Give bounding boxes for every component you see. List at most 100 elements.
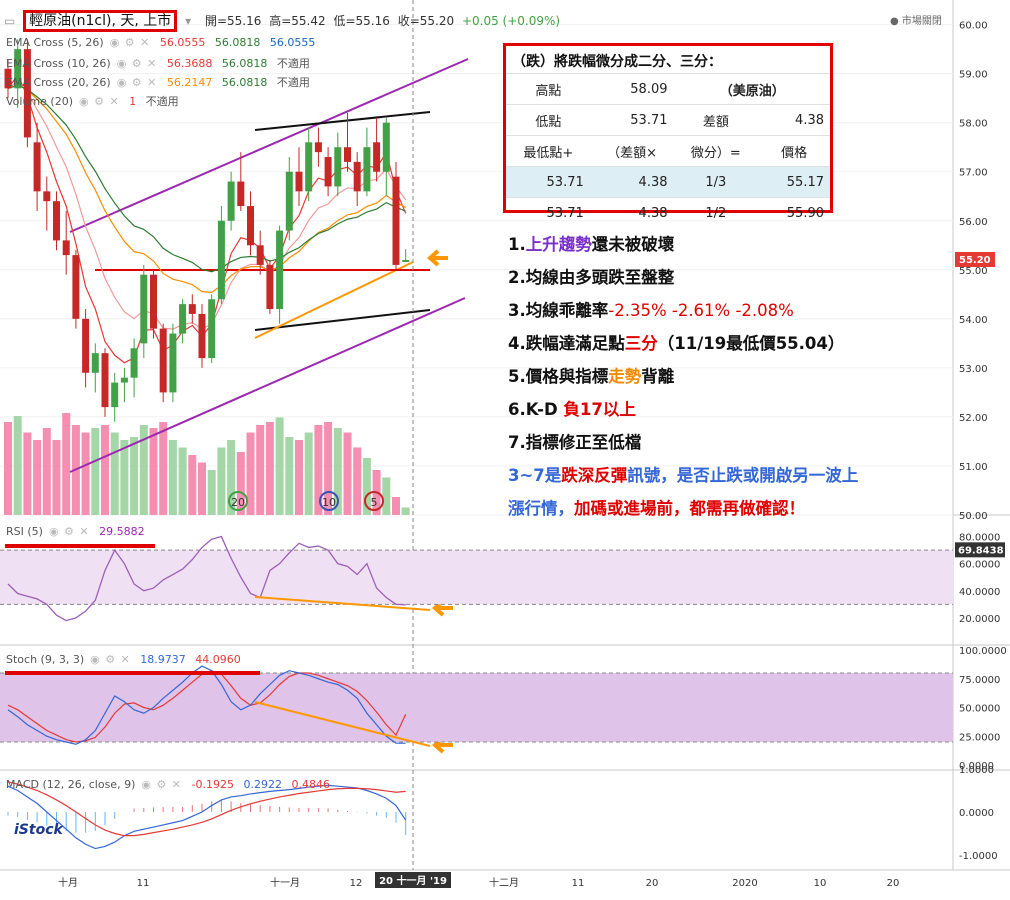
candle-body[interactable]: [314, 142, 322, 153]
volume-bar: [62, 413, 71, 515]
support-line: [254, 309, 431, 331]
time-tick-label: 2020: [732, 878, 757, 889]
ema-cross-20-26-legend[interactable]: EMA Cross (20, 26) ◉ ⚙ ✕ 56.2147 56.0818 …: [6, 76, 310, 89]
symbol-title[interactable]: 輕原油(n1cl), 天, 上市: [23, 10, 178, 32]
candle-body[interactable]: [23, 49, 31, 138]
ema-cross-10-26-legend[interactable]: EMA Cross (10, 26) ◉ ⚙ ✕ 56.3688 56.0818 …: [6, 57, 310, 70]
candle-body[interactable]: [237, 181, 245, 207]
candle-body[interactable]: [150, 274, 157, 329]
volume-bar: [314, 425, 323, 515]
candle-body[interactable]: [382, 122, 390, 172]
candle-body[interactable]: [140, 274, 148, 344]
candle-body[interactable]: [295, 171, 303, 192]
candle-body[interactable]: [344, 147, 351, 162]
time-tick-label: 十一月: [270, 876, 300, 889]
stoch-tick-label: 25.0000: [959, 732, 1000, 743]
candle-body[interactable]: [188, 304, 196, 314]
candle-body[interactable]: [373, 142, 381, 172]
candle-body[interactable]: [159, 328, 167, 393]
candle-body[interactable]: [334, 147, 342, 187]
candle-body[interactable]: [4, 68, 12, 89]
volume-bar: [236, 452, 245, 515]
candle-body[interactable]: [266, 264, 274, 310]
candle-body[interactable]: [62, 240, 70, 256]
note-6: 6.K-D 負17以上: [508, 400, 636, 419]
ema-10-line: [7, 80, 407, 330]
volume-legend[interactable]: Volume (20) ◉ ⚙ ✕ 1 不適用: [6, 95, 179, 108]
candle-body[interactable]: [285, 171, 293, 231]
price-tick-label: 59.00: [959, 70, 988, 81]
macd-legend[interactable]: MACD (12, 26, close, 9) ◉ ⚙ ✕ -0.1925 0.2…: [6, 778, 330, 791]
candle-body[interactable]: [53, 201, 60, 241]
candle-body[interactable]: [227, 181, 235, 221]
rsi-divergence-line: [254, 596, 431, 611]
analysis-notes: 1.上升趨勢還未被破壞 2.均線由多頭跌至盤整 3.均線乖離率-2.35% -2…: [508, 228, 948, 525]
volume-bar: [324, 422, 333, 515]
volume-bar: [91, 428, 100, 515]
time-cursor-label: 20 十一月 '19: [379, 874, 447, 887]
volume-bar: [33, 440, 42, 515]
candle-body[interactable]: [72, 255, 80, 319]
candle-body[interactable]: [169, 333, 177, 393]
marker-20: 20: [228, 491, 248, 511]
rsi-tick-label: 40.0000: [959, 587, 1000, 598]
volume-bar: [120, 440, 129, 515]
time-tick-label: 11: [572, 878, 585, 889]
chevron-down-icon[interactable]: ▾: [185, 14, 192, 28]
candle-body[interactable]: [43, 191, 51, 202]
candle-body[interactable]: [101, 353, 109, 408]
rsi-tick-label: 60.0000: [959, 560, 1000, 571]
macd-line: [7, 784, 407, 850]
stoch-tick-label: 100.0000: [959, 646, 1007, 657]
candle-body[interactable]: [305, 142, 313, 192]
rsi-legend[interactable]: RSI (5) ◉ ⚙ ✕ 29.5882: [6, 525, 145, 538]
candle-body[interactable]: [324, 157, 332, 187]
candle-body[interactable]: [208, 299, 216, 359]
candle-body[interactable]: [247, 206, 254, 246]
volume-bar: [168, 440, 177, 515]
last-price-tag: [955, 252, 995, 267]
price-tick-label: 60.00: [959, 21, 988, 32]
candle-body[interactable]: [392, 176, 400, 265]
candle-body[interactable]: [353, 161, 361, 192]
volume-bar: [295, 440, 303, 515]
price-tick-label: 56.00: [959, 217, 988, 228]
candle-body[interactable]: [120, 377, 128, 383]
candle-body[interactable]: [179, 304, 187, 334]
stoch-tick-label: 50.0000: [959, 704, 1000, 715]
candle-body[interactable]: [198, 313, 206, 359]
volume-bar: [52, 440, 61, 515]
candle-body[interactable]: [111, 382, 119, 408]
note-2: 2.均線由多頭跌至盤整: [508, 268, 675, 287]
time-tick-label: 20: [887, 878, 900, 889]
volume-bar: [42, 428, 51, 515]
volume-bar: [353, 447, 362, 515]
macd-signal-line: [7, 781, 406, 837]
note-1: 1.上升趨勢還未被破壞: [508, 235, 675, 254]
candle-body[interactable]: [402, 260, 410, 262]
ema-cross-5-26-legend[interactable]: EMA Cross (5, 26) ◉ ⚙ ✕ 56.0555 56.0818 5…: [6, 36, 316, 49]
candle-body[interactable]: [33, 142, 41, 192]
price-tick-label: 54.00: [959, 315, 988, 326]
rsi-tick-label: 80.0000: [959, 533, 1000, 544]
candle-body[interactable]: [217, 220, 225, 300]
candle-body[interactable]: [256, 245, 264, 265]
high-price: 高=55.42: [269, 14, 326, 28]
volume-bar: [139, 425, 148, 515]
price-tick-label: 51.00: [959, 462, 988, 473]
low-price: 低=55.16: [333, 14, 390, 28]
stoch-legend[interactable]: Stoch (9, 3, 3) ◉ ⚙ ✕ 18.9737 44.0960: [6, 653, 241, 666]
volume-bar: [130, 437, 139, 515]
time-tick-label: 20: [646, 878, 659, 889]
candle-body[interactable]: [276, 230, 284, 310]
candle-body[interactable]: [82, 318, 90, 373]
candle-body[interactable]: [363, 147, 371, 192]
volume-bar: [227, 440, 236, 515]
candle-body[interactable]: [130, 348, 138, 378]
price-tick-label: 57.00: [959, 168, 988, 179]
candle-body[interactable]: [14, 49, 22, 89]
volume-bar: [149, 428, 158, 515]
volume-bar: [198, 462, 206, 515]
candle-body[interactable]: [91, 353, 99, 373]
